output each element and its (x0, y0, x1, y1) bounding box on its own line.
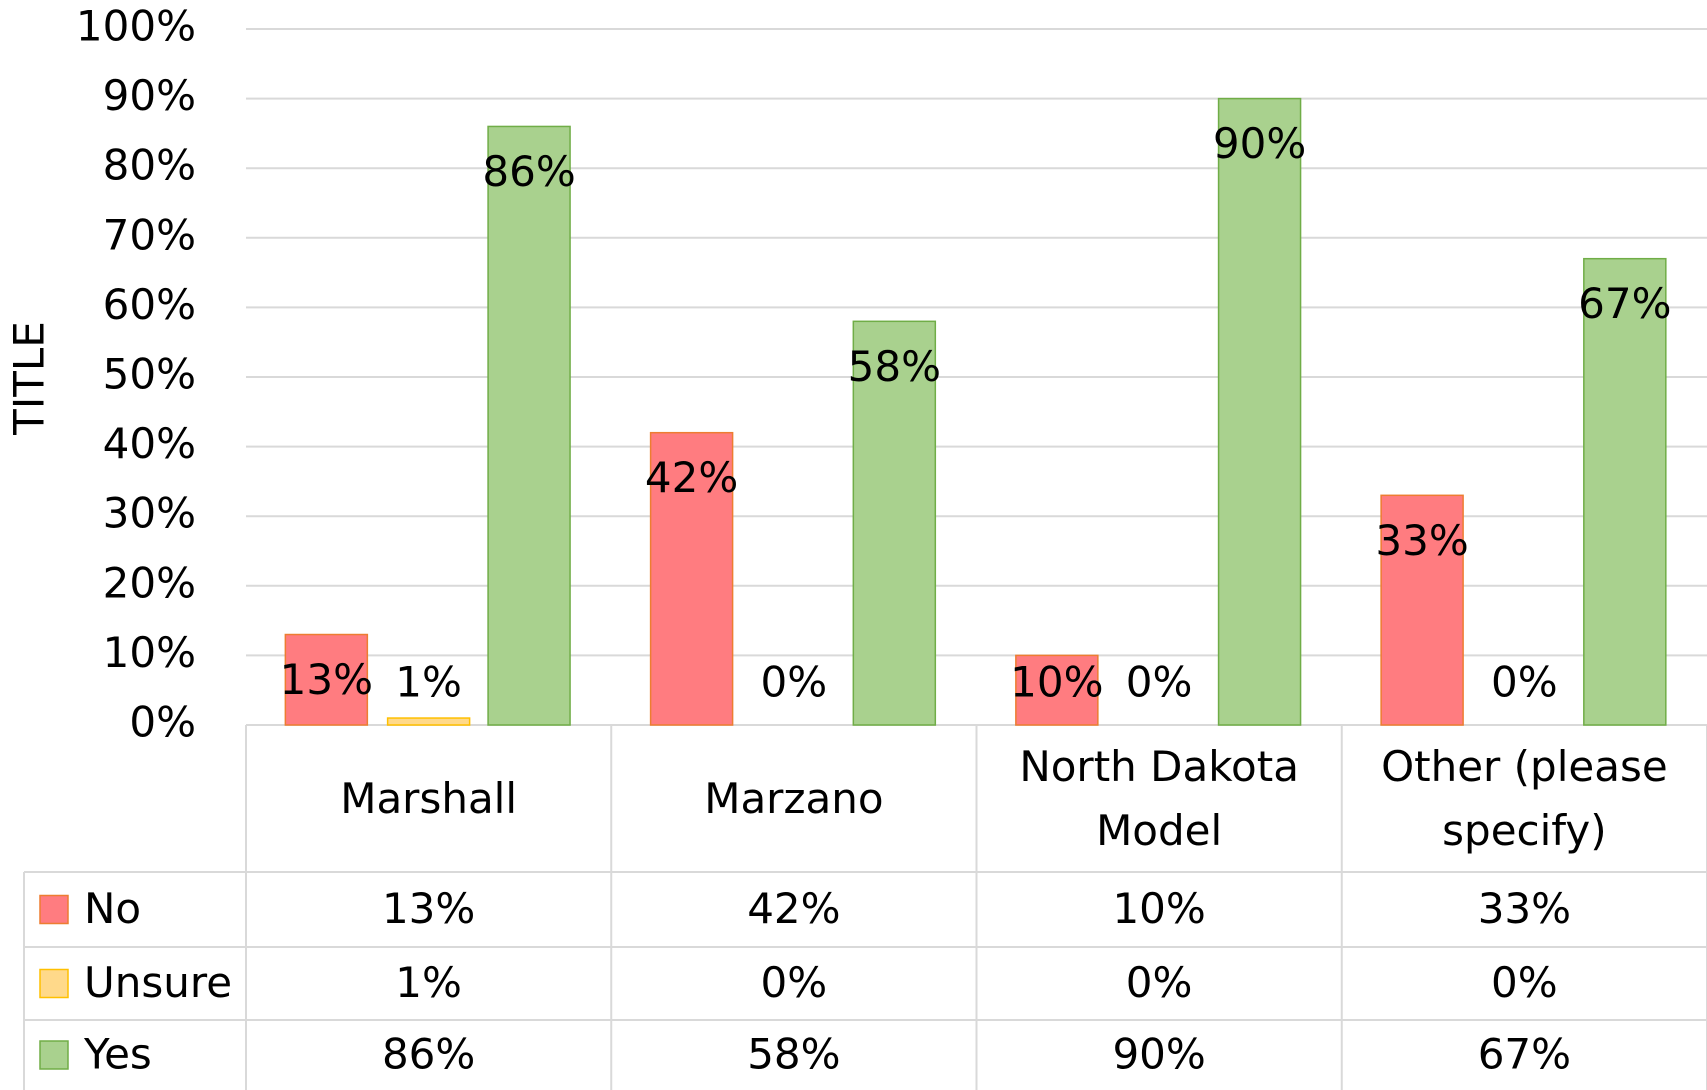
bar (284, 633, 369, 726)
data-label: 0% (761, 658, 828, 707)
data-label: 0% (1491, 658, 1558, 707)
y-tick-label: 80% (103, 141, 196, 190)
legend-swatch (39, 894, 69, 925)
bar (852, 320, 937, 726)
table-value: 86% (382, 1030, 475, 1079)
table-value: 0% (1491, 958, 1558, 1007)
legend-swatch (39, 1040, 69, 1070)
data-label: 13% (280, 655, 373, 704)
category-label: Other (please specify) (1381, 741, 1668, 855)
bar (1015, 654, 1099, 726)
data-label: 58% (848, 342, 941, 391)
data-label: 33% (1375, 516, 1468, 565)
data-label: 86% (482, 147, 575, 196)
table-value: 90% (1112, 1030, 1205, 1079)
y-tick-label: 90% (103, 71, 196, 120)
table-value: 13% (382, 884, 475, 933)
legend-swatch (39, 968, 69, 999)
data-label: 67% (1578, 279, 1671, 328)
category-label: Marzano (704, 773, 884, 823)
table-value: 33% (1478, 884, 1571, 933)
y-axis-label: TITLE (5, 321, 54, 436)
data-label: 90% (1213, 119, 1306, 168)
y-tick-label: 30% (103, 489, 196, 538)
bar (386, 717, 471, 726)
legend-label: No (84, 884, 141, 933)
data-label: 10% (1010, 658, 1103, 707)
category-label: North Dakota Model (1019, 741, 1299, 855)
y-tick-label: 20% (103, 558, 196, 607)
bar (1583, 257, 1667, 726)
table-value: 0% (761, 958, 828, 1007)
y-tick-label: 0% (129, 698, 196, 747)
category-label: Marshall (340, 773, 518, 823)
bar (649, 431, 734, 726)
y-tick-label: 10% (103, 628, 196, 677)
y-tick-label: 70% (103, 210, 196, 259)
table-value: 67% (1478, 1030, 1571, 1079)
y-tick-label: 60% (103, 280, 196, 329)
data-label: 42% (645, 453, 738, 502)
bar (487, 125, 571, 726)
table-value: 1% (395, 958, 462, 1007)
table-value: 0% (1126, 958, 1193, 1007)
y-tick-label: 50% (103, 350, 196, 399)
data-label: 0% (1126, 658, 1193, 707)
legend-label: Yes (83, 1030, 152, 1079)
table-value: 42% (747, 884, 840, 933)
table-value: 58% (747, 1030, 840, 1079)
y-tick-label: 40% (103, 419, 196, 468)
bar (1217, 97, 1302, 726)
table-value: 10% (1112, 884, 1205, 933)
data-label: 1% (395, 658, 462, 707)
bar (1380, 494, 1464, 726)
legend-label: Unsure (84, 958, 232, 1007)
y-tick-label: 100% (76, 2, 196, 51)
